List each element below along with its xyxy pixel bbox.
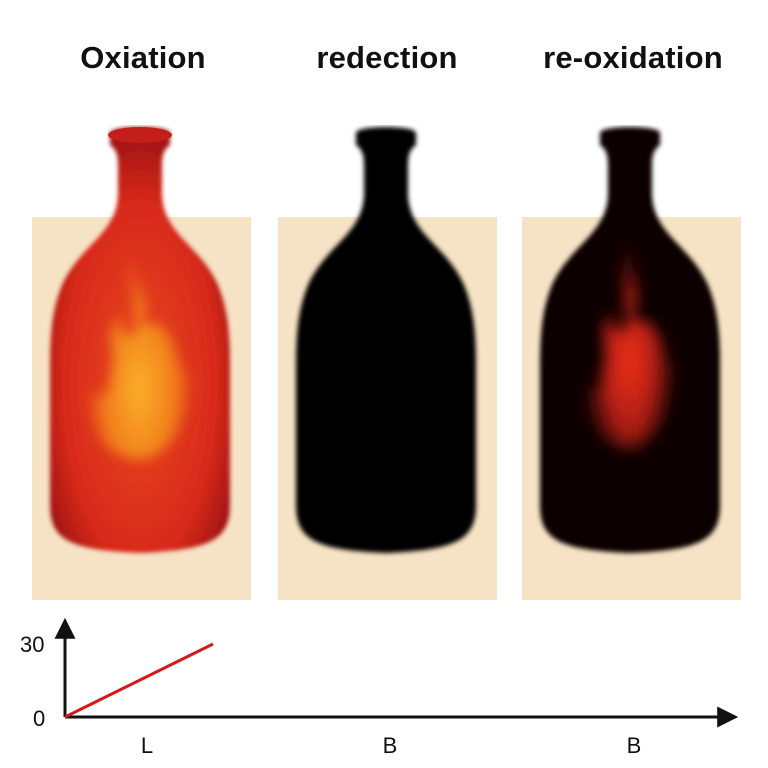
reduced-bottle [296, 127, 476, 553]
y-tick-30: 30 [20, 632, 45, 657]
x-category-1: L [140, 733, 154, 758]
bottle-body [296, 127, 476, 553]
bottle-rim [108, 127, 172, 143]
y-tick-0: 0 [33, 706, 46, 731]
progress-graph [54, 617, 739, 728]
oxidized-bottle [50, 127, 230, 553]
x-category-2: B [382, 733, 398, 758]
trend-line [64, 642, 214, 719]
stage-title-oxidation: Oxiation [80, 40, 206, 75]
x-category-3: B [626, 733, 642, 758]
stage-title-reoxidation: re-oxidation [543, 40, 723, 75]
flame-icon [584, 220, 675, 450]
reoxidized-bottle [540, 127, 720, 553]
stage-title-reduction: redection [316, 40, 458, 75]
flame-icon [89, 225, 190, 460]
